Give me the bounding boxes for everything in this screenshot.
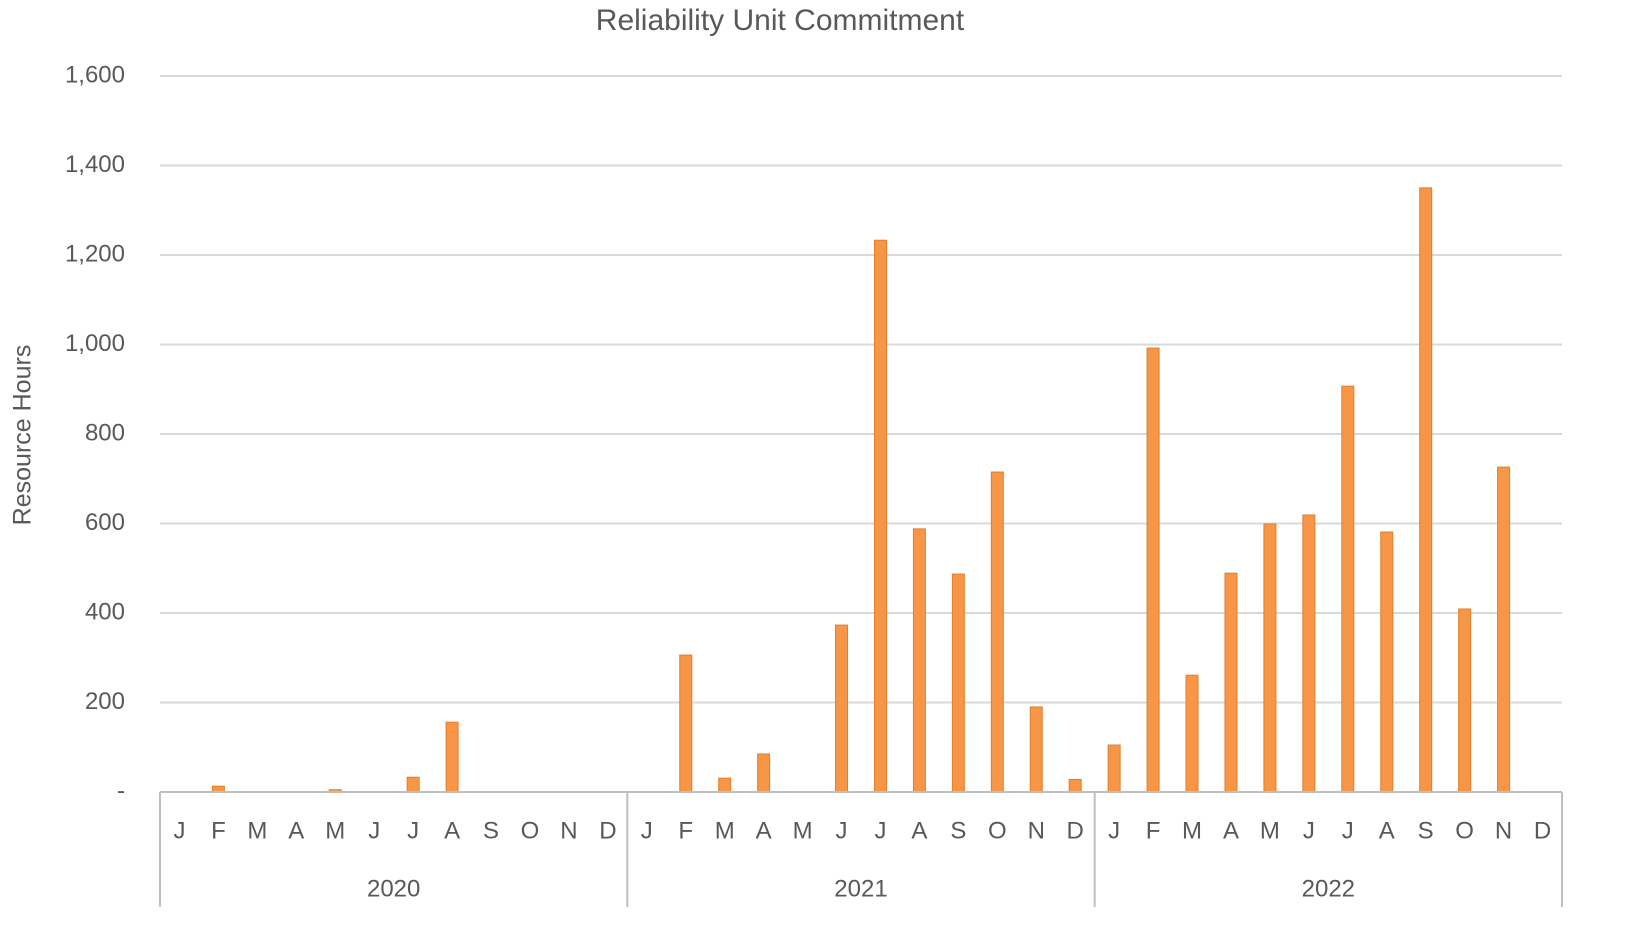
bar	[406, 776, 420, 793]
y-tick-label: 600	[85, 509, 125, 536]
bar	[1068, 778, 1082, 793]
y-tick-label: 400	[85, 598, 125, 625]
y-tick-label: 200	[85, 688, 125, 715]
x-tick-label: M	[247, 817, 267, 844]
x-tick-label: M	[1260, 817, 1280, 844]
x-tick-label: A	[1223, 817, 1239, 844]
bar	[835, 624, 849, 793]
bar	[1302, 514, 1316, 793]
x-tick-label: N	[560, 817, 577, 844]
bar	[1380, 531, 1394, 793]
x-tick-label: J	[368, 817, 380, 844]
bar	[1146, 347, 1160, 793]
x-tick-label: J	[874, 817, 886, 844]
x-tick-label: D	[1534, 817, 1551, 844]
bar	[1107, 744, 1121, 793]
y-tick-label: 1,000	[65, 330, 125, 357]
x-tick-label: J	[1108, 817, 1120, 844]
bar	[912, 528, 926, 793]
bar	[1458, 608, 1472, 793]
y-tick-label: 1,400	[65, 151, 125, 178]
x-tick-label: F	[211, 817, 226, 844]
bar	[873, 239, 887, 793]
x-tick-label: D	[599, 817, 616, 844]
x-tick-label: O	[988, 817, 1007, 844]
bar	[718, 777, 732, 793]
bar	[1341, 385, 1355, 793]
x-tick-label: J	[641, 817, 653, 844]
x-tick-label: O	[521, 817, 540, 844]
x-tick-label: M	[793, 817, 813, 844]
x-tick-label: J	[407, 817, 419, 844]
x-tick-label: F	[1146, 817, 1161, 844]
x-tick-label: O	[1455, 817, 1474, 844]
group-label: 2022	[1302, 875, 1355, 902]
x-tick-label: A	[1379, 817, 1395, 844]
x-tick-label: N	[1495, 817, 1512, 844]
x-tick-label: M	[1182, 817, 1202, 844]
bar	[1029, 706, 1043, 793]
bar	[1497, 466, 1511, 793]
x-tick-label: S	[483, 817, 499, 844]
bar	[445, 721, 459, 793]
y-axis-label: Resource Hours	[9, 345, 37, 526]
x-tick-label: S	[950, 817, 966, 844]
x-tick-label: A	[911, 817, 927, 844]
x-tick-label: J	[836, 817, 848, 844]
group-label: 2021	[834, 875, 887, 902]
bar	[1224, 572, 1238, 793]
x-tick-label: A	[444, 817, 460, 844]
chart-title: Reliability Unit Commitment	[596, 4, 965, 37]
x-tick-label: J	[1342, 817, 1354, 844]
y-tick-label: 1,200	[65, 240, 125, 267]
x-tick-label: A	[288, 817, 304, 844]
group-label: 2020	[367, 875, 420, 902]
x-tick-label: F	[678, 817, 693, 844]
bar	[679, 654, 693, 793]
bar	[1419, 187, 1433, 793]
x-tick-label: S	[1418, 817, 1434, 844]
x-tick-label: N	[1028, 817, 1045, 844]
bar	[757, 753, 771, 793]
y-tick-label: 1,600	[65, 61, 125, 88]
x-tick-label: M	[715, 817, 735, 844]
x-tick-label: D	[1067, 817, 1084, 844]
bar	[1185, 674, 1199, 793]
x-tick-label: A	[756, 817, 772, 844]
bar	[1263, 523, 1277, 793]
y-tick-label: 800	[85, 419, 125, 446]
bar	[990, 471, 1004, 793]
y-tick-label: -	[117, 777, 125, 804]
x-tick-label: J	[173, 817, 185, 844]
bar	[951, 573, 965, 793]
x-tick-label: J	[1303, 817, 1315, 844]
x-tick-label: M	[325, 817, 345, 844]
